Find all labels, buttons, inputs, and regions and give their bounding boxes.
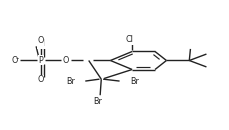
Text: –: –	[16, 56, 19, 62]
Text: Br: Br	[129, 77, 138, 86]
Text: Br: Br	[93, 97, 102, 106]
Text: O: O	[37, 36, 44, 45]
Text: Cl: Cl	[125, 35, 133, 44]
Text: Br: Br	[66, 77, 75, 86]
Text: P: P	[38, 56, 43, 65]
Text: Cl: Cl	[37, 39, 45, 48]
Text: O: O	[62, 56, 69, 65]
Text: O: O	[11, 56, 18, 65]
Text: O: O	[37, 75, 44, 84]
